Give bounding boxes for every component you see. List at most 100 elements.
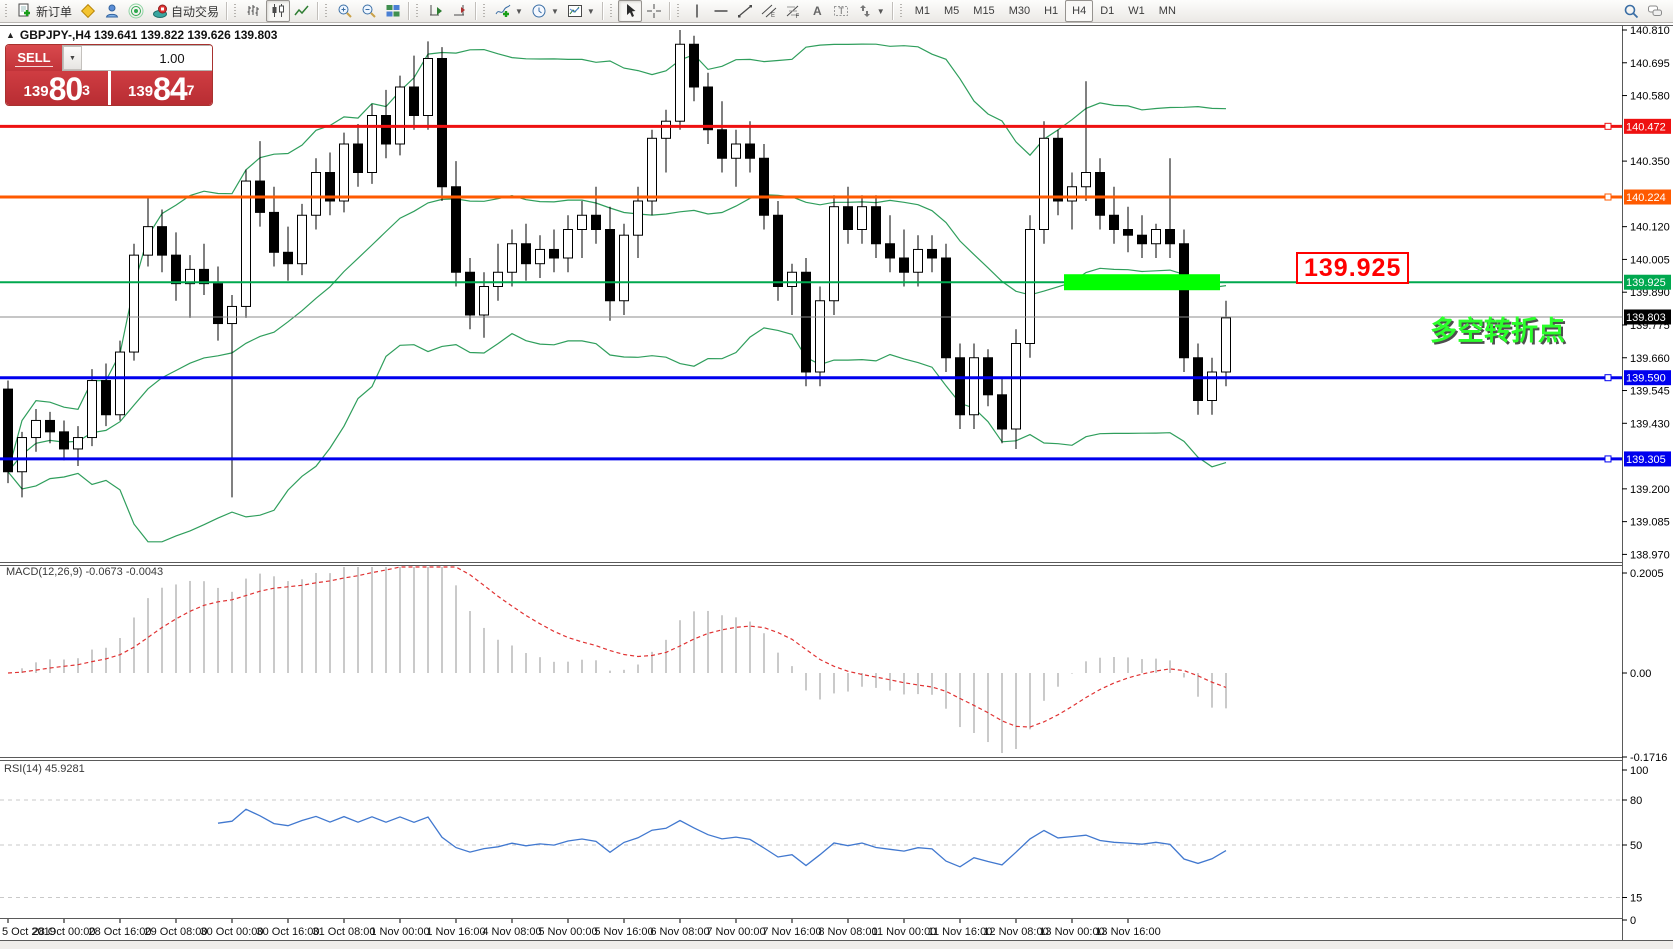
toolbar-grip[interactable] xyxy=(325,4,331,18)
toolbar-separator xyxy=(668,2,671,20)
svg-text:139.085: 139.085 xyxy=(1630,517,1670,529)
volume-input[interactable] xyxy=(82,46,212,70)
search-icon[interactable] xyxy=(1623,3,1639,19)
svg-text:0.2005: 0.2005 xyxy=(1630,568,1664,580)
pane-separator[interactable] xyxy=(0,756,1622,762)
dropdown-caret-icon[interactable]: ▼ xyxy=(586,6,595,16)
trendline-button[interactable] xyxy=(733,0,757,22)
collapse-panel-icon[interactable]: ▲ xyxy=(6,30,15,40)
metaeditor-icon[interactable] xyxy=(76,0,100,22)
pane-separator[interactable] xyxy=(0,561,1622,567)
line-chart-button[interactable] xyxy=(290,0,314,22)
price-annotation-box[interactable]: 139.925 xyxy=(1296,252,1410,284)
volume-decrease-button[interactable]: ▼ xyxy=(63,46,82,70)
indicators-button[interactable]: ▼ xyxy=(491,0,527,22)
sell-price-panel[interactable]: 139 80 3 xyxy=(6,71,108,105)
tile-windows-button[interactable] xyxy=(381,0,405,22)
toolbar-grip[interactable] xyxy=(609,4,615,18)
bar-chart-icon xyxy=(246,3,262,19)
toolbar-grip[interactable] xyxy=(676,4,682,18)
timeframe-d1-button[interactable]: D1 xyxy=(1100,5,1115,17)
crosshair-button[interactable] xyxy=(642,0,666,22)
text-button[interactable]: A xyxy=(805,0,829,22)
text-label-button[interactable]: T xyxy=(829,0,853,22)
signals-icon[interactable] xyxy=(124,0,148,22)
svg-text:8 Nov 08:00: 8 Nov 08:00 xyxy=(818,926,877,938)
timeframe-h4-button[interactable]: H4 xyxy=(1065,0,1094,22)
arrows-button[interactable]: ▼ xyxy=(853,0,889,22)
chart-shift-button[interactable] xyxy=(448,0,472,22)
timeframe-m15-button[interactable]: M15 xyxy=(973,5,995,17)
equidistant-channel-button[interactable]: E xyxy=(757,0,781,22)
svg-text:13 Nov 00:00: 13 Nov 00:00 xyxy=(1039,926,1104,938)
sell-button[interactable]: SELL xyxy=(6,45,62,71)
toolbar-grip[interactable] xyxy=(483,4,489,18)
vertical-line-button[interactable] xyxy=(685,0,709,22)
fibonacci-button[interactable]: F xyxy=(781,0,805,22)
toolbar-grip[interactable] xyxy=(234,4,240,18)
macd-title: MACD(12,26,9) xyxy=(6,566,83,578)
hline-139305-handle[interactable] xyxy=(1604,455,1612,463)
zoom-in-icon xyxy=(337,3,353,19)
timeframe-m1-button[interactable]: M1 xyxy=(914,5,930,17)
svg-text:28 Oct 16:00: 28 Oct 16:00 xyxy=(89,926,152,938)
dropdown-caret-icon[interactable]: ▼ xyxy=(876,6,885,16)
bar-chart-button[interactable] xyxy=(242,0,266,22)
buy-price-main: 139 xyxy=(128,83,154,100)
clock-icon xyxy=(531,3,547,19)
svg-text:30 Oct 00:00: 30 Oct 00:00 xyxy=(201,926,264,938)
timeframe-m5-button[interactable]: M5 xyxy=(944,5,960,17)
metaeditor-icon xyxy=(80,3,96,19)
svg-text:12 Nov 08:00: 12 Nov 08:00 xyxy=(983,926,1048,938)
rsi-title: RSI(14) xyxy=(4,763,42,775)
highlight-zone[interactable] xyxy=(1064,274,1220,291)
hline-140224-handle[interactable] xyxy=(1604,193,1612,201)
timeframe-h1-button[interactable]: H1 xyxy=(1044,5,1059,17)
svg-text:139.545: 139.545 xyxy=(1630,386,1670,398)
svg-text:140.005: 140.005 xyxy=(1630,254,1670,266)
svg-text:139.200: 139.200 xyxy=(1630,484,1670,496)
svg-text:139.430: 139.430 xyxy=(1630,418,1670,430)
periods-button[interactable]: ▼ xyxy=(527,0,563,22)
autotrading-button-label: 自动交易 xyxy=(171,4,220,19)
vline-icon xyxy=(689,3,705,19)
svg-text:140.120: 140.120 xyxy=(1630,222,1670,234)
toolbar-grip[interactable] xyxy=(416,4,422,18)
turning-point-annotation[interactable]: 多空转折点 xyxy=(1430,316,1565,346)
svg-text:6 Nov 08:00: 6 Nov 08:00 xyxy=(650,926,709,938)
svg-text:5 Oct 2019: 5 Oct 2019 xyxy=(2,926,56,938)
dropdown-caret-icon[interactable]: ▼ xyxy=(550,6,559,16)
channel-icon: E xyxy=(761,3,777,19)
new-order-button[interactable]: 新订单 xyxy=(13,0,76,22)
horizontal-line-button[interactable] xyxy=(709,0,733,22)
hline-139590-handle[interactable] xyxy=(1604,374,1612,382)
indicators-icon xyxy=(495,3,511,19)
timeframe-m30-button[interactable]: M30 xyxy=(1008,5,1031,17)
timeframe-mn-button[interactable]: MN xyxy=(1158,5,1176,17)
auto-scroll-icon xyxy=(428,3,444,19)
timeframe-w1-button[interactable]: W1 xyxy=(1128,5,1145,17)
zoom-out-button[interactable] xyxy=(357,0,381,22)
svg-text:140.580: 140.580 xyxy=(1630,91,1670,103)
cursor-button[interactable] xyxy=(617,0,642,22)
toolbar-separator xyxy=(317,2,320,20)
zoom-in-button[interactable] xyxy=(333,0,357,22)
hline-icon xyxy=(713,3,729,19)
dropdown-caret-icon[interactable]: ▼ xyxy=(515,6,523,16)
svg-text:5 Nov 00:00: 5 Nov 00:00 xyxy=(538,926,597,938)
auto-scroll-button[interactable] xyxy=(424,0,448,22)
candlestick-button[interactable] xyxy=(266,0,291,22)
chat-icon[interactable] xyxy=(1647,3,1663,19)
crosshair-icon xyxy=(646,3,662,19)
toolbar-grip[interactable] xyxy=(899,4,905,18)
hline-140472-handle[interactable] xyxy=(1604,122,1612,130)
profile-icon[interactable] xyxy=(100,0,124,22)
autotrading-button[interactable]: 自动交易 xyxy=(148,0,223,22)
buy-price-panel[interactable]: 139 84 7 xyxy=(110,71,212,105)
toolbar-grip[interactable] xyxy=(5,4,10,18)
candles-layer xyxy=(3,30,1231,498)
templates-button[interactable]: ▼ xyxy=(563,0,599,22)
main-toolbar: 新订单 自动交易 ▼ ▼ ▼ E F A T ▼ M1 M5 M15 M30 H1 H4 D1 W1 MN xyxy=(0,0,1673,23)
